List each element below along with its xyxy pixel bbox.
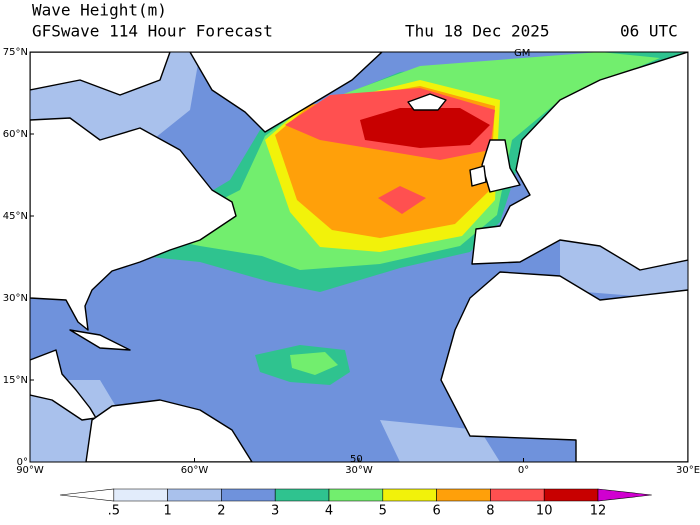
lat-label: 30°N [3, 293, 28, 304]
colorbar-segment [382, 488, 437, 502]
lon-label: 30°E [676, 465, 700, 476]
colorbar-label: 3 [271, 504, 279, 519]
north-america [30, 117, 237, 331]
lat-label: 75°N [3, 47, 28, 58]
britain [481, 139, 521, 193]
lon-label: 60°W [181, 465, 209, 476]
colorbar-label: 6 [432, 504, 440, 519]
colorbar-segment [113, 488, 168, 502]
wave-field [290, 352, 338, 375]
colorbar-segment [597, 488, 652, 502]
colorbar-label: 10 [536, 504, 553, 519]
colorbar-label: 2 [217, 504, 225, 519]
south-america [85, 399, 253, 462]
lat-label: 60°N [3, 129, 28, 140]
africa [440, 271, 688, 462]
lon-label: 0° [518, 465, 529, 476]
colorbar-label: 12 [590, 504, 607, 519]
wave-field [360, 108, 490, 148]
colorbar-label: 5 [379, 504, 387, 519]
lat-label: 0° [17, 457, 28, 468]
colorbar-label: 4 [325, 504, 333, 519]
title: Wave Height(m) [32, 1, 167, 20]
central-america [30, 349, 97, 421]
time: 06 UTC [620, 22, 678, 41]
lon-label: 90°W [16, 465, 44, 476]
canada-islands [30, 52, 171, 96]
colorbar-segment [167, 488, 222, 502]
colorbar-label: 1 [163, 504, 171, 519]
colorbar-segment [274, 488, 330, 502]
europe [471, 52, 688, 271]
subtitle: GFSwave 114 Hour Forecast [32, 22, 273, 41]
colorbar-segment [436, 488, 491, 502]
ireland [469, 165, 487, 187]
iceland [407, 93, 447, 111]
greenland [189, 52, 383, 133]
colorbar-segment [221, 488, 276, 502]
wave-field [378, 186, 426, 214]
lon-label: 30°W [345, 465, 373, 476]
colorbar-label: .5 [108, 504, 120, 519]
cuba [69, 329, 131, 351]
colorbar-segment [328, 488, 384, 502]
colorbar-segment [543, 488, 599, 502]
colorbar-label: 8 [486, 504, 494, 519]
colorbar-segment [490, 488, 545, 502]
lat-label: 45°N [3, 211, 28, 222]
annotation: GM [514, 48, 530, 59]
colorbar-segment [59, 488, 115, 502]
lat-label: 15°N [3, 375, 28, 386]
date: Thu 18 Dec 2025 [405, 22, 550, 41]
annotation: 50 [350, 454, 363, 465]
map [30, 52, 688, 462]
